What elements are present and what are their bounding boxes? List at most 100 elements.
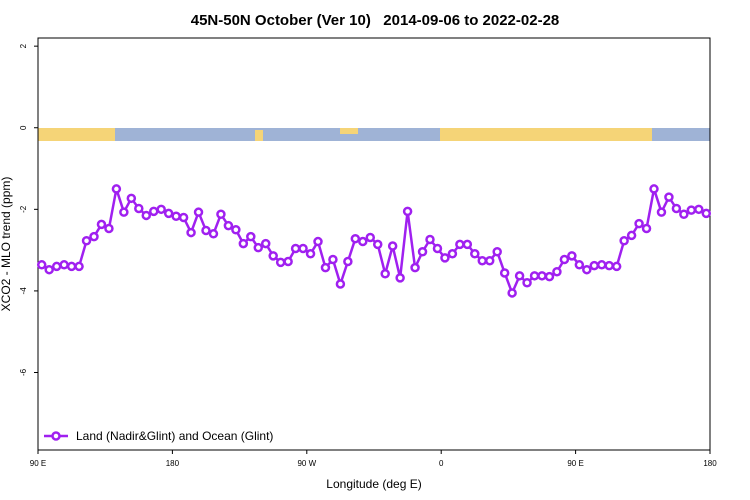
data-point [290, 243, 301, 254]
data-point [686, 205, 697, 215]
plot-frame [37, 37, 711, 451]
data-point [582, 264, 592, 275]
data-point [656, 207, 667, 217]
land-band [440, 128, 652, 141]
data-point [66, 261, 77, 272]
data-point [440, 253, 450, 263]
data-point [649, 184, 659, 194]
data-point [604, 260, 614, 271]
data-point [260, 238, 271, 249]
data-point [596, 260, 607, 270]
x-tick-label: 180 [166, 459, 180, 468]
data-point [81, 235, 92, 246]
data-point [664, 192, 674, 202]
data-point [134, 203, 144, 214]
data-point [350, 233, 361, 244]
data-point [298, 243, 308, 254]
data-point [208, 229, 219, 239]
data-point [51, 261, 62, 272]
data-point [119, 207, 129, 217]
y-tick-label: -4 [19, 287, 28, 295]
data-point [358, 236, 368, 247]
map-strip [38, 128, 710, 141]
data-point [619, 235, 629, 246]
data-point [59, 260, 69, 270]
data-point [641, 223, 652, 234]
data-point [611, 261, 622, 272]
data-point [484, 255, 495, 266]
data-point [589, 260, 600, 271]
land-band [340, 128, 358, 134]
data-point [507, 288, 517, 298]
data-point [126, 193, 137, 204]
data-point [626, 230, 637, 241]
chart-title: 45N-50N October (Ver 10) 2014-09-06 to 2… [191, 12, 560, 29]
y-axis-label: XCO2 - MLO trend (ppm) [0, 177, 13, 312]
data-point [544, 271, 555, 282]
data-point [477, 255, 488, 266]
data-point [313, 236, 323, 247]
data-point [679, 209, 689, 219]
data-point [552, 266, 562, 277]
x-tick-label: 90 W [297, 459, 316, 468]
x-tick-label: 0 [439, 459, 444, 468]
data-point [216, 209, 226, 219]
legend-label: Land (Nadir&Glint) and Ocean (Glint) [76, 429, 273, 443]
data-point [74, 261, 84, 272]
data-point [36, 260, 47, 270]
y-tick-label: -2 [19, 205, 28, 213]
data-point [380, 269, 390, 279]
data-point [455, 239, 465, 250]
data-point [462, 239, 473, 250]
series-line [41, 188, 707, 297]
data-point [492, 247, 502, 257]
data-point [522, 278, 532, 288]
data-point [268, 251, 278, 261]
data-point [246, 231, 256, 242]
data-point [447, 249, 458, 259]
data-point [148, 206, 159, 217]
data-point [529, 271, 540, 281]
data-point [186, 227, 196, 238]
data-point [201, 225, 211, 236]
data-point [567, 251, 577, 261]
data-point [96, 219, 107, 230]
data-point [514, 271, 525, 281]
data-point [499, 268, 510, 278]
data-point [111, 184, 122, 194]
data-point [283, 256, 293, 267]
data-point [328, 254, 338, 265]
data-point [343, 256, 353, 267]
data-point [178, 212, 189, 223]
data-point [305, 249, 316, 259]
data-point [559, 254, 570, 265]
y-tick-label: 0 [19, 125, 28, 130]
data-point [432, 243, 443, 254]
data-point [223, 220, 234, 231]
data-point [425, 234, 435, 245]
data-point [694, 204, 704, 215]
data-point [89, 231, 99, 242]
data-point [44, 264, 54, 275]
data-point [417, 247, 428, 257]
data-point [163, 208, 174, 219]
data-point [253, 242, 264, 253]
x-axis-label: Longitude (deg E) [326, 477, 421, 491]
data-point [470, 249, 480, 259]
data-point [634, 218, 644, 229]
data-point [193, 207, 204, 217]
data-point [238, 238, 249, 249]
data-point [537, 271, 547, 281]
data-point [365, 232, 376, 243]
data-point [335, 279, 346, 289]
land-band [255, 130, 263, 141]
data-point [275, 257, 286, 268]
data-point [320, 262, 331, 273]
data-point [141, 210, 152, 221]
data-point [387, 241, 398, 251]
x-tick-label: 90 E [567, 459, 583, 468]
data-point [156, 204, 166, 215]
data-point [372, 239, 383, 250]
legend-marker [51, 431, 61, 441]
